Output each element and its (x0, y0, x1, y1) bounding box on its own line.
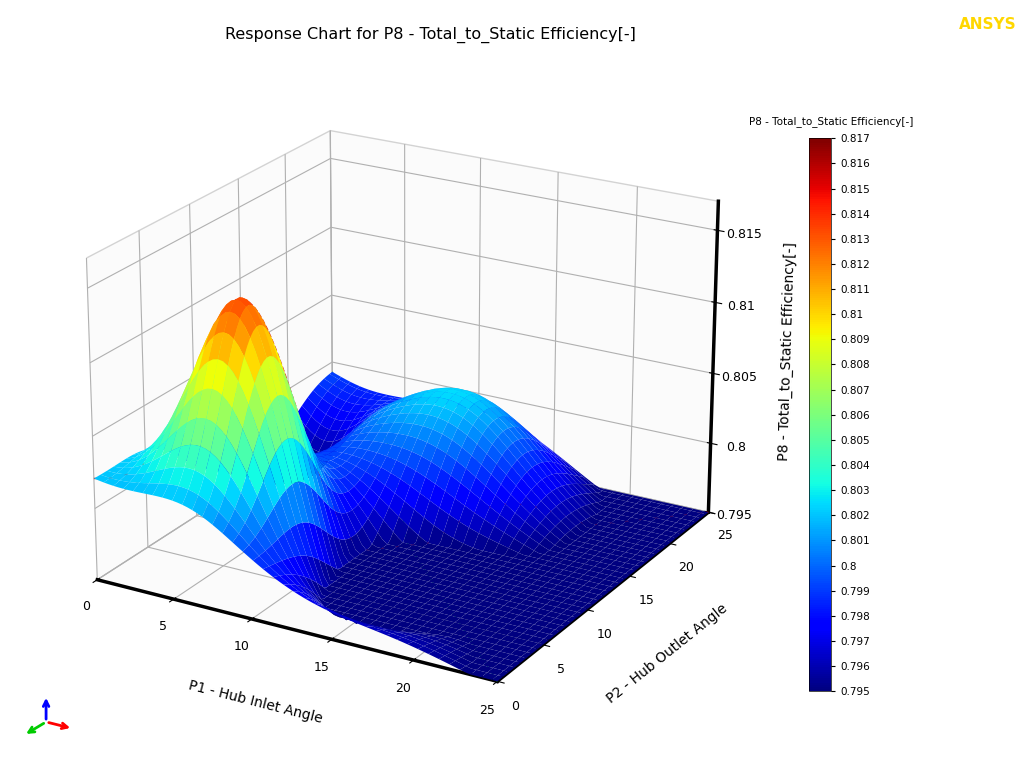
X-axis label: P1 - Hub Inlet Angle: P1 - Hub Inlet Angle (187, 679, 324, 727)
Text: P8 - Total_to_Static Efficiency[-]: P8 - Total_to_Static Efficiency[-] (750, 116, 913, 127)
Text: ANSYS: ANSYS (959, 18, 1017, 32)
Y-axis label: P2 - Hub Outlet Angle: P2 - Hub Outlet Angle (604, 601, 730, 706)
Text: Response Chart for P8 - Total_to_Static Efficiency[-]: Response Chart for P8 - Total_to_Static … (224, 27, 636, 43)
